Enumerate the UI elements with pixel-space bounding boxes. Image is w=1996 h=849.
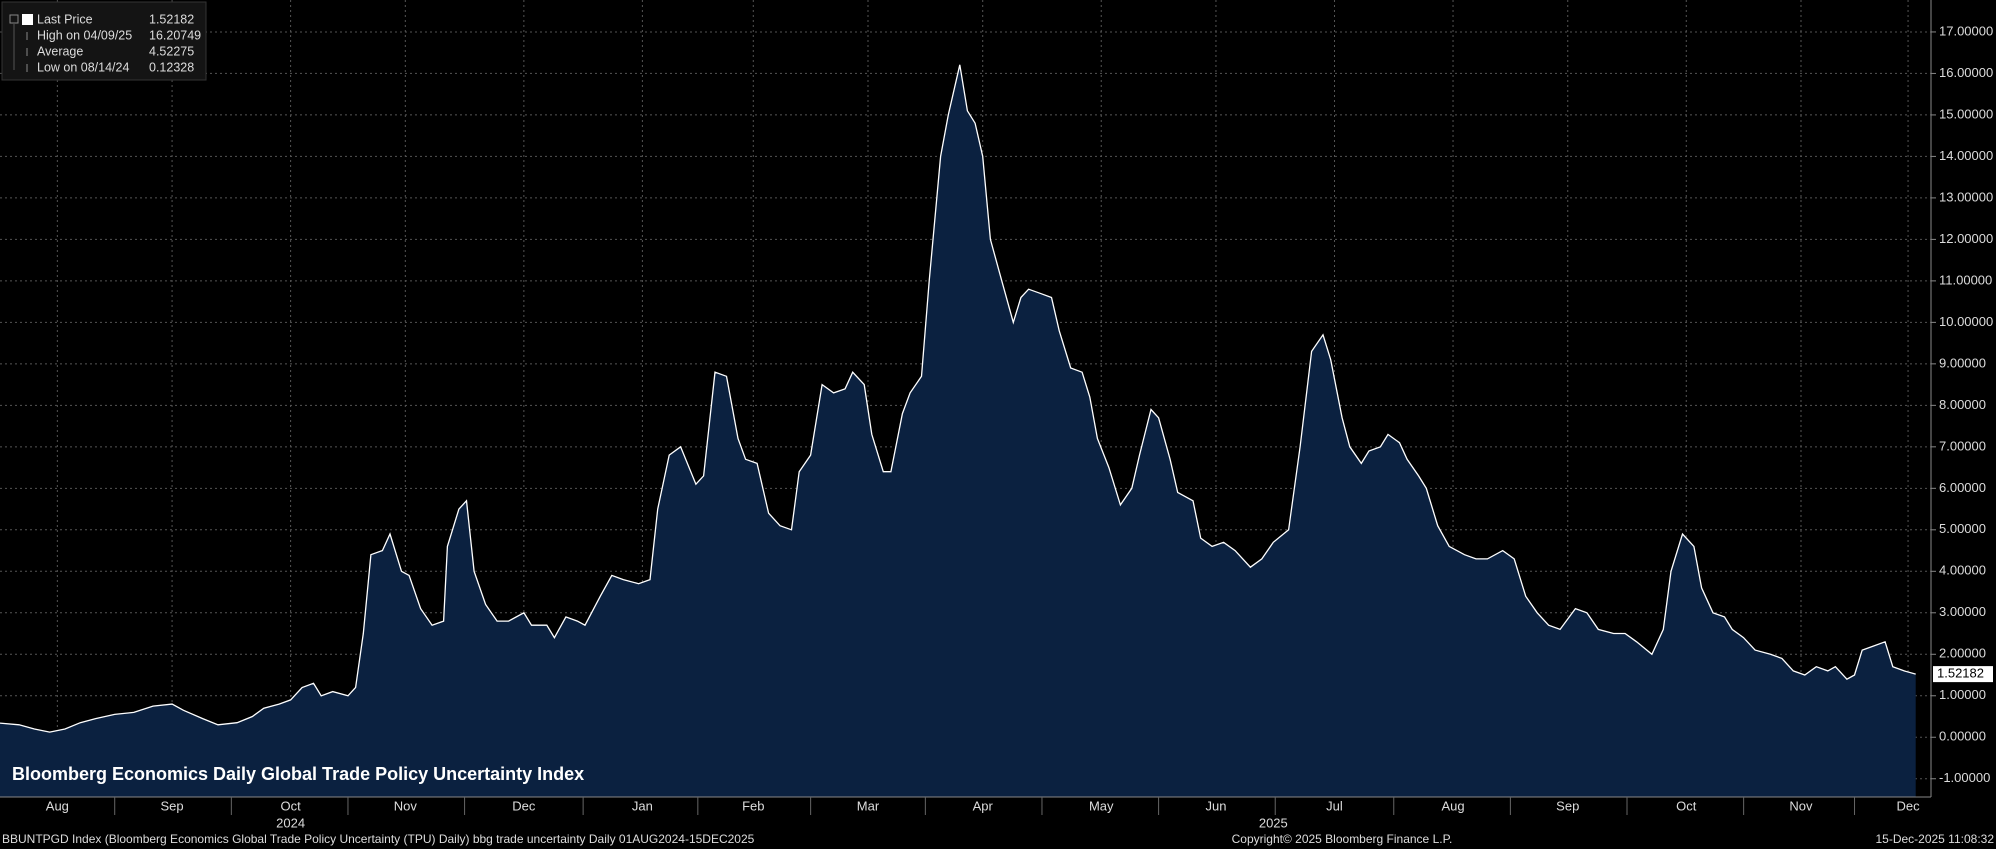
- area: [0, 64, 1916, 798]
- annotation: Bloomberg Economics Daily Global Trade P…: [12, 764, 584, 784]
- footer-center: Copyright© 2025 Bloomberg Finance L.P.: [1232, 832, 1453, 846]
- y-tick-label: 3.00000: [1939, 604, 1986, 619]
- y-tick-label: 9.00000: [1939, 355, 1986, 370]
- plot: [0, 64, 1916, 798]
- x-tick-label: Mar: [857, 798, 880, 813]
- y-tick-label: 10.00000: [1939, 314, 1993, 329]
- x-tick-label: Sep: [160, 798, 183, 813]
- y-tick-label: 7.00000: [1939, 438, 1986, 453]
- last-price-label: 1.52182: [1937, 666, 1984, 681]
- legend-label: Average: [37, 44, 83, 58]
- y-tick-label: 1.00000: [1939, 687, 1986, 702]
- y-tick-label: 6.00000: [1939, 480, 1986, 495]
- legend-value: 4.52275: [149, 44, 194, 58]
- y-tick-label: 11.00000: [1939, 272, 1992, 287]
- x-tick-label: Apr: [973, 798, 994, 813]
- legend-value: 16.20749: [149, 28, 201, 42]
- y-tick-label: 4.00000: [1939, 563, 1986, 578]
- x-tick-label: Sep: [1556, 798, 1579, 813]
- year-label: 2025: [1259, 815, 1288, 830]
- y-tick-label: 17.00000: [1939, 23, 1993, 38]
- x-tick-label: Nov: [1789, 798, 1813, 813]
- x-tick-label: Oct: [280, 798, 301, 813]
- y-tick-label: -1.00000: [1939, 770, 1990, 785]
- legend: Last Price 1.52182 High on 04/09/25 16.2074…: [9, 12, 201, 74]
- x-tick-label: Jan: [632, 798, 653, 813]
- x-tick-label: May: [1089, 798, 1114, 813]
- x-tick-label: Feb: [742, 798, 764, 813]
- y-tick-label: 0.00000: [1939, 729, 1986, 744]
- y-tick-label: 14.00000: [1939, 148, 1993, 163]
- x-tick-label: Dec: [512, 798, 536, 813]
- legend-swatch: [22, 14, 33, 25]
- y-tick-label: 13.00000: [1939, 189, 1993, 204]
- year-label: 2024: [276, 815, 305, 830]
- legend-label: Low on 08/14/24: [37, 60, 129, 74]
- legend-toggle: [9, 14, 19, 24]
- y-tick-label: 15.00000: [1939, 106, 1993, 121]
- x-tick-label: Nov: [394, 798, 418, 813]
- legend-label: High on 04/09/25: [37, 28, 132, 42]
- last-price-badge: [1933, 666, 1993, 683]
- x-tick-label: Aug: [1441, 798, 1464, 813]
- y-tick-label: 5.00000: [1939, 521, 1986, 536]
- y-tick-label: 12.00000: [1939, 231, 1993, 246]
- x-tick-label: Oct: [1676, 798, 1697, 813]
- x-tick-label: Jun: [1205, 798, 1226, 813]
- footer-right: 15-Dec-2025 11:08:32: [1875, 832, 1994, 846]
- footer-left: BBUNTPGD Index (Bloomberg Economics Glob…: [2, 832, 755, 846]
- legend-label: Last Price: [37, 12, 93, 26]
- legend-box: [1, 1, 207, 81]
- legend-value: 0.12328: [149, 60, 194, 74]
- x-tick-label: Aug: [46, 798, 69, 813]
- y-tick-label: 8.00000: [1939, 397, 1986, 412]
- line: [0, 64, 1916, 733]
- y-tick-label: 2.00000: [1939, 646, 1986, 661]
- y-tick-label: 16.00000: [1939, 65, 1993, 80]
- legend-value: 1.52182: [149, 12, 194, 26]
- x-tick-label: Jul: [1326, 798, 1343, 813]
- x-tick-label: Dec: [1896, 798, 1920, 813]
